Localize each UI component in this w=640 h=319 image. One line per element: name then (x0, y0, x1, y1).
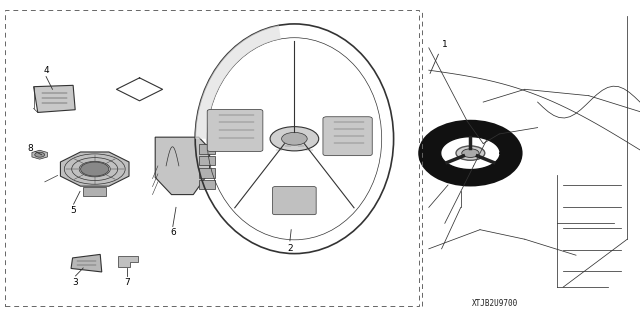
Text: 2: 2 (287, 244, 292, 253)
Bar (426, 0, 640, 319)
Text: 5: 5 (71, 206, 76, 215)
Polygon shape (195, 25, 281, 139)
Text: XTJB2U9700: XTJB2U9700 (472, 299, 518, 308)
FancyBboxPatch shape (323, 117, 372, 156)
Polygon shape (34, 85, 76, 113)
Polygon shape (60, 152, 129, 186)
Text: 8: 8 (28, 144, 33, 153)
Text: 1: 1 (442, 40, 447, 49)
Bar (198, 156, 215, 165)
Polygon shape (422, 127, 518, 180)
Polygon shape (71, 255, 102, 272)
Text: 6: 6 (170, 228, 175, 237)
Bar (5, 10, 419, 306)
Polygon shape (32, 150, 47, 159)
FancyBboxPatch shape (273, 187, 316, 215)
Bar (198, 144, 215, 154)
Bar (83, 187, 106, 196)
Text: 3: 3 (73, 278, 78, 287)
Circle shape (282, 132, 307, 145)
Bar (198, 180, 215, 189)
FancyBboxPatch shape (207, 109, 263, 152)
Bar (198, 168, 215, 178)
Circle shape (462, 149, 479, 158)
Circle shape (35, 152, 45, 157)
Text: 7: 7 (124, 278, 129, 287)
Circle shape (456, 146, 485, 160)
Circle shape (81, 162, 109, 176)
Text: 4: 4 (44, 66, 49, 75)
Polygon shape (118, 256, 138, 267)
Circle shape (270, 127, 319, 151)
Polygon shape (155, 137, 209, 195)
